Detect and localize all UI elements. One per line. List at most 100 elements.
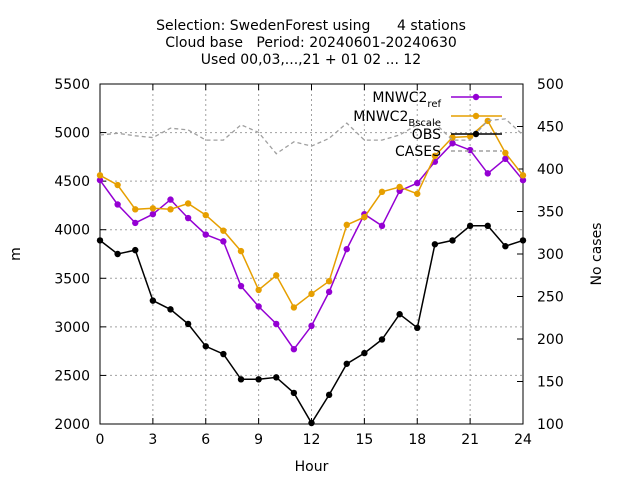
data-point — [308, 290, 315, 298]
grid — [100, 84, 523, 424]
data-point — [220, 238, 227, 245]
data-point — [184, 200, 192, 207]
data-point — [290, 304, 298, 311]
data-point — [202, 343, 209, 350]
data-point — [114, 201, 121, 208]
x-tick-label: 15 — [355, 432, 373, 448]
x-axis-label: Hour — [295, 459, 329, 475]
data-point — [519, 237, 527, 244]
data-point — [414, 190, 421, 197]
data-point — [132, 219, 139, 227]
x-tick-label: 9 — [254, 432, 263, 448]
y-tick-label: 4000 — [54, 223, 90, 239]
data-point — [325, 278, 333, 285]
data-point — [519, 176, 527, 184]
data-point — [414, 179, 421, 187]
data-point — [378, 336, 386, 343]
data-point — [114, 250, 121, 258]
y2-axis-label: No cases — [589, 223, 605, 286]
data-point — [255, 286, 262, 294]
y2-tick-label: 200 — [537, 332, 564, 348]
data-point — [237, 376, 245, 383]
data-point — [167, 206, 174, 213]
series-cases — [99, 118, 524, 155]
title-line-3: Used 00,03,...,21 + 01 02 ... 12 — [201, 52, 421, 68]
title-line-1: Selection: SwedenForest using 4 stations — [156, 18, 466, 34]
y-tick-label: 4500 — [54, 174, 90, 190]
data-point — [220, 350, 227, 358]
data-point — [308, 322, 315, 330]
data-point — [255, 376, 262, 383]
data-point — [96, 176, 104, 184]
legend-marker — [472, 112, 480, 120]
data-point — [502, 243, 509, 250]
legend-marker — [472, 93, 480, 101]
data-point — [378, 222, 386, 230]
y2-tick-label: 350 — [537, 205, 564, 221]
data-point — [325, 391, 333, 399]
legend-marker — [472, 130, 480, 138]
y2-tick-label: 300 — [537, 247, 564, 263]
chart-title: Selection: SwedenForest using 4 stations… — [156, 18, 466, 68]
data-point — [466, 222, 474, 230]
data-point — [361, 349, 368, 357]
data-point — [167, 306, 174, 313]
data-point — [484, 117, 491, 125]
data-point — [255, 303, 262, 310]
data-point — [431, 152, 439, 160]
y-tick-label: 5000 — [54, 126, 90, 142]
data-point — [132, 206, 139, 213]
data-point — [502, 155, 509, 162]
data-point — [114, 181, 121, 189]
y2-tick-label: 250 — [537, 290, 564, 306]
data-point — [396, 311, 403, 318]
data-point — [149, 297, 157, 304]
y2-tick-label: 100 — [537, 417, 564, 433]
data-point — [343, 221, 350, 229]
y-axis-label: m — [8, 247, 24, 261]
data-point — [290, 346, 298, 353]
y2-tick-label: 500 — [537, 77, 564, 93]
data-point — [484, 170, 491, 177]
y2-tick-label: 150 — [537, 375, 564, 391]
x-tick-label: 18 — [408, 432, 426, 448]
data-point — [273, 272, 280, 279]
title-line-2: Cloud base Period: 20240601-20240630 — [165, 35, 457, 51]
y-tick-label: 2500 — [54, 368, 90, 384]
data-point — [414, 324, 421, 332]
data-point — [273, 320, 280, 328]
x-tick-label: 3 — [148, 432, 157, 448]
y-tick-label: 5500 — [54, 77, 90, 93]
legend-label: MNWC2Bscale — [353, 109, 441, 129]
data-point — [202, 231, 209, 238]
y2-tick-label: 450 — [537, 120, 564, 136]
data-point — [466, 133, 474, 140]
data-point — [502, 149, 509, 157]
data-point — [519, 172, 527, 179]
data-point — [343, 245, 350, 253]
data-point — [466, 146, 474, 154]
legend-label: OBS — [412, 127, 441, 143]
series-line — [99, 118, 524, 155]
data-point — [96, 237, 104, 244]
data-point — [237, 282, 245, 290]
series-mnwc2ref — [96, 140, 527, 353]
data-point — [273, 374, 280, 381]
x-tick-label: 12 — [303, 432, 321, 448]
data-point — [184, 214, 192, 222]
data-point — [484, 222, 491, 230]
data-point — [149, 210, 157, 218]
data-point — [431, 241, 439, 248]
y-axis-right: 100 150 200 250 300 350 400 450 500 — [517, 77, 564, 433]
y-tick-label: 3000 — [54, 320, 90, 336]
data-point — [220, 227, 227, 234]
x-tick-label: 21 — [461, 432, 479, 448]
x-tick-label: 6 — [201, 432, 210, 448]
series — [96, 117, 527, 427]
y-axis-left: 2000 2500 3000 3500 4000 4500 5000 5500 — [54, 77, 106, 433]
data-point — [202, 211, 209, 219]
legend-label: MNWC2ref — [372, 90, 441, 110]
data-point — [308, 419, 315, 427]
data-point — [378, 188, 386, 196]
